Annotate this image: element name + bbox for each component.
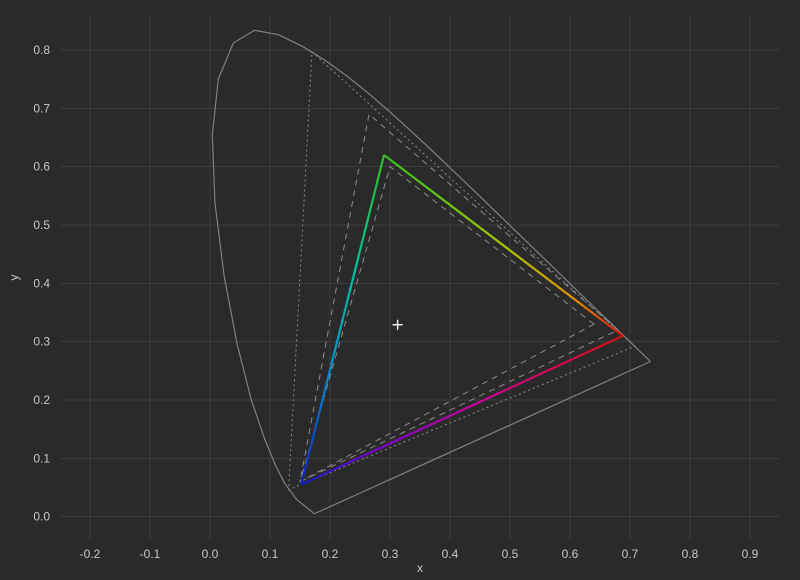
- x-tick-label: 0.0: [202, 547, 219, 561]
- y-tick-label: 0.8: [33, 43, 50, 57]
- chromaticity-chart: -0.2 -0.1 0.0 0.1 0.2 0.3 0.4 0.5 0.6 0.7 0.8 0.9 0.…: [0, 0, 800, 580]
- x-tick-label: 0.9: [742, 547, 759, 561]
- y-tick-label: 0.7: [33, 101, 50, 115]
- x-tick-label: 0.7: [622, 547, 639, 561]
- x-tick-label: 0.8: [682, 547, 699, 561]
- y-tick-label: 0.2: [33, 393, 50, 407]
- x-tick-label: 0.3: [382, 547, 399, 561]
- y-axis-label: y: [7, 275, 21, 281]
- x-tick-label: -0.2: [80, 547, 101, 561]
- x-tick-label: -0.1: [140, 547, 161, 561]
- x-tick-label: 0.4: [442, 547, 459, 561]
- x-axis-label: x: [417, 561, 423, 575]
- x-tick-label: 0.1: [262, 547, 279, 561]
- y-tick-label: 0.3: [33, 335, 50, 349]
- y-tick-label: 0.4: [33, 276, 50, 290]
- y-tick-label: 0.1: [33, 451, 50, 465]
- y-tick-label: 0.5: [33, 218, 50, 232]
- y-tick-label: 0.0: [33, 510, 50, 524]
- x-tick-label: 0.2: [322, 547, 339, 561]
- y-tick-label: 0.6: [33, 160, 50, 174]
- x-tick-label: 0.6: [562, 547, 579, 561]
- x-tick-label: 0.5: [502, 547, 519, 561]
